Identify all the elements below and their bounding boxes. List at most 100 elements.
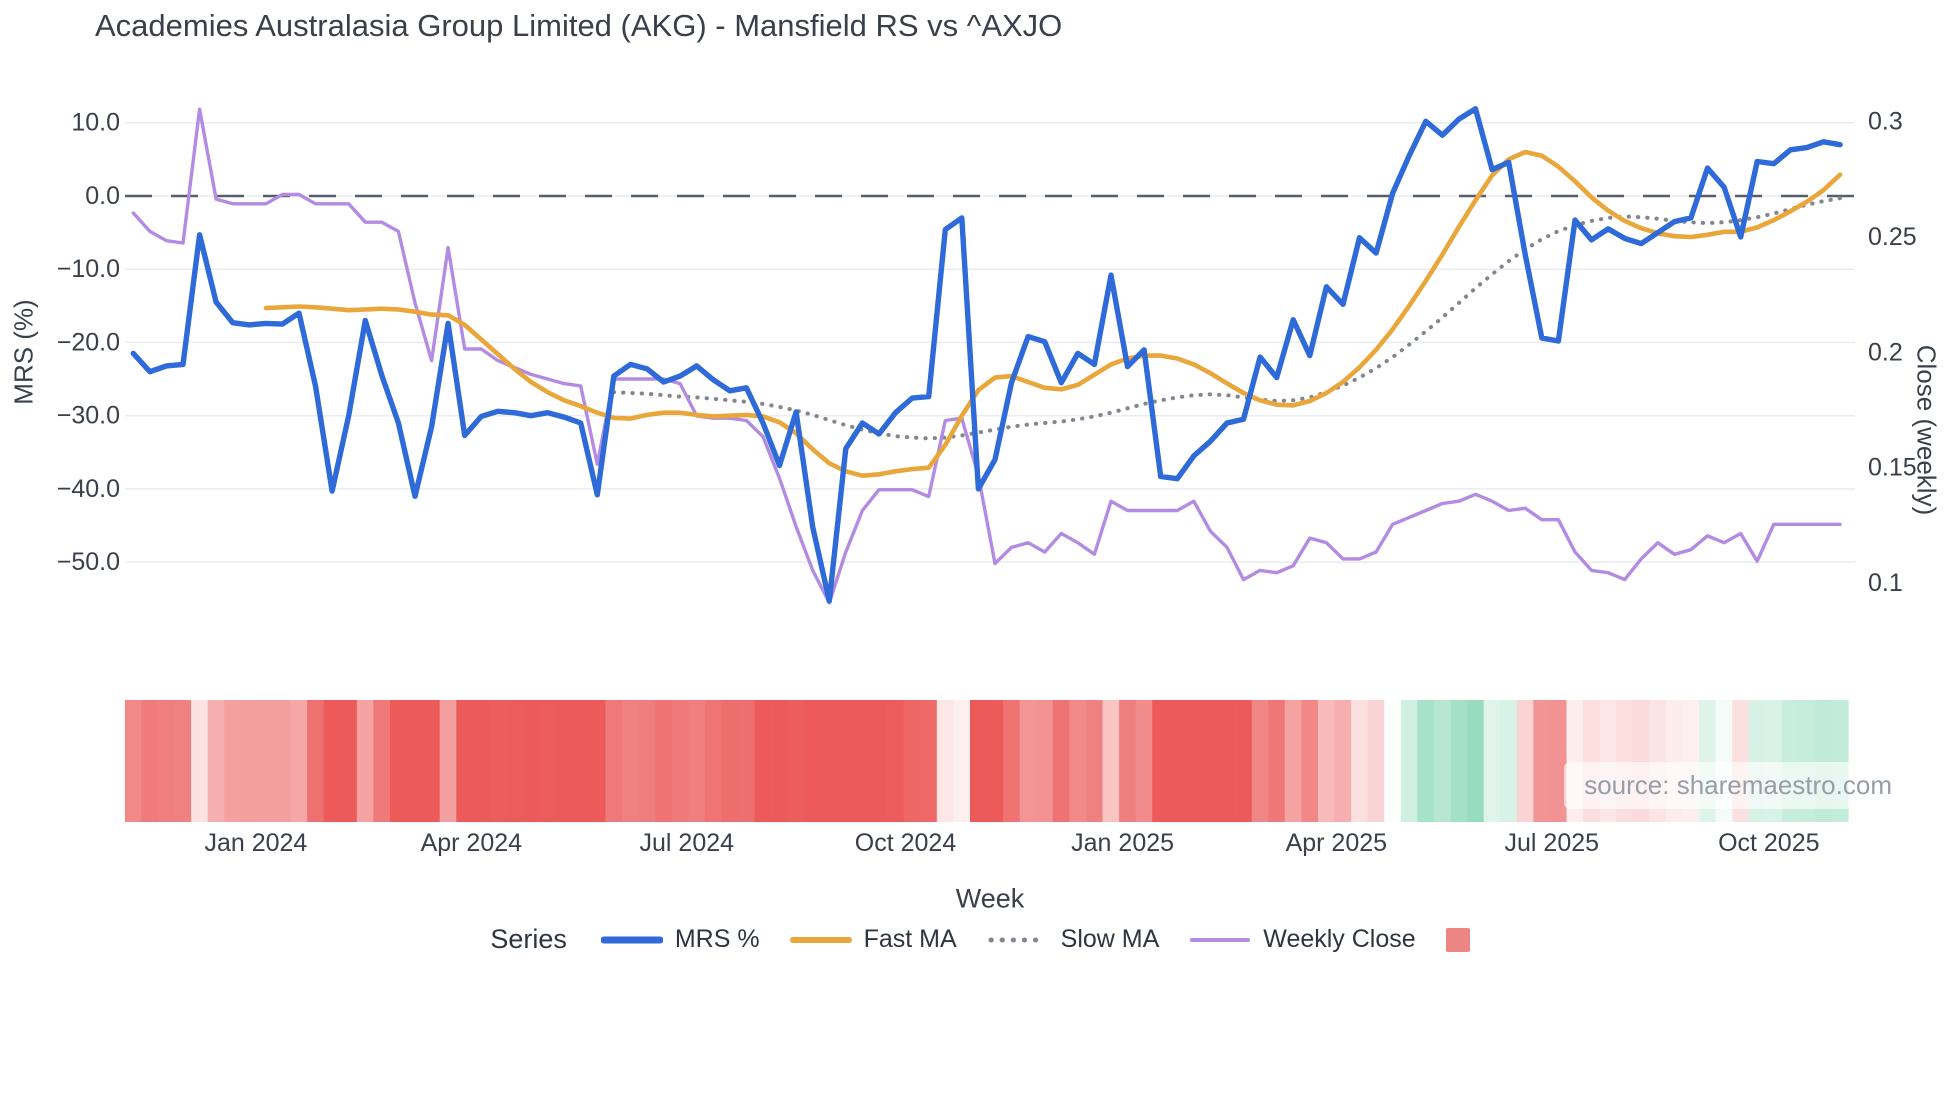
heatmap-cell	[1367, 700, 1385, 822]
left-tick-label: 0.0	[85, 182, 120, 210]
legend-label: MRS %	[674, 925, 760, 953]
legend-item-mrs[interactable]: MRS %	[600, 925, 760, 954]
heatmap-cell	[124, 700, 142, 822]
heatmap-cell	[1483, 700, 1501, 822]
heatmap-cell	[588, 700, 606, 822]
x-tick-label: Jul 2025	[1505, 829, 1600, 857]
heatmap-cell	[1318, 700, 1335, 822]
heatmap-cell	[423, 700, 440, 822]
left-tick-label: −40.0	[57, 475, 120, 503]
heatmap-cell	[174, 700, 192, 822]
heatmap-cell	[158, 700, 175, 822]
heatmap-cell	[1036, 700, 1054, 822]
heatmap-cell	[1516, 700, 1534, 822]
heatmap-cell	[257, 700, 275, 822]
heatmap-cell	[1251, 700, 1269, 822]
heatmap-cell	[1450, 700, 1468, 822]
x-tick-label: Jan 2025	[1071, 829, 1174, 857]
heatmap-cell	[307, 700, 324, 822]
heatmap-cell	[290, 700, 308, 822]
legend-item-heatmap[interactable]	[1445, 927, 1470, 952]
slow-ma-dotted-icon	[988, 937, 1049, 942]
heatmap-cell	[820, 700, 838, 822]
heatmap-cell	[936, 700, 954, 822]
heatmap-cell	[406, 700, 424, 822]
heatmap-cell	[1003, 700, 1020, 822]
legend-label: Fast MA	[863, 925, 957, 953]
heatmap-swatch-icon	[1445, 927, 1470, 952]
right-tick-label: 0.15	[1868, 454, 1917, 482]
heatmap-cell	[1102, 700, 1120, 822]
heatmap-cell	[655, 700, 672, 822]
heatmap-cell	[1301, 700, 1319, 822]
heatmap-cell	[1202, 700, 1219, 822]
heatmap-cell	[1052, 700, 1070, 822]
right-tick-label: 0.25	[1868, 223, 1917, 251]
series-line-mrs-	[130, 106, 1843, 604]
heatmap-cell	[207, 700, 225, 822]
heatmap-cell	[870, 700, 888, 822]
heatmap-cell	[456, 700, 474, 822]
heatmap-cell	[986, 700, 1004, 822]
heatmap-cell	[1351, 700, 1368, 822]
heatmap-cell	[1069, 700, 1087, 822]
watermark-box: source: sharemaestro.com	[1564, 762, 1912, 809]
x-tick-label: Jan 2024	[204, 829, 307, 857]
heatmap-cell	[141, 700, 159, 822]
legend-label: Slow MA	[1060, 925, 1160, 953]
heatmap-cell	[1135, 700, 1153, 822]
heatmap-cell	[555, 700, 573, 822]
heatmap-cell	[1218, 700, 1236, 822]
heatmap-cell	[1384, 700, 1402, 822]
left-tick-label: −20.0	[57, 328, 120, 356]
x-tick-label: Oct 2024	[855, 829, 957, 857]
heatmap-cell	[704, 700, 722, 822]
heatmap-cell	[903, 700, 921, 822]
heatmap-cell	[1086, 700, 1103, 822]
legend: Series MRS % Fast MA Slow MA Weekly Clos…	[0, 924, 1960, 955]
heatmap-cell	[1467, 700, 1484, 822]
watermark-text: source: sharemaestro.com	[1584, 770, 1892, 800]
legend-title: Series	[490, 924, 567, 954]
heatmap-cell	[1235, 700, 1252, 822]
heatmap-cell	[240, 700, 258, 822]
heatmap-cell	[1168, 700, 1186, 822]
legend-item-slow-ma[interactable]: Slow MA	[987, 925, 1160, 954]
heatmap-cell	[356, 700, 374, 822]
weekly-close-line-icon	[1190, 937, 1251, 942]
right-tick-label: 0.1	[1868, 569, 1903, 597]
heatmap-cell	[1284, 700, 1302, 822]
heatmap-cell	[837, 700, 855, 822]
chart-title: Academies Australasia Group Limited (AKG…	[95, 8, 1063, 43]
left-tick-label: −10.0	[57, 255, 120, 283]
right-tick-label: 0.2	[1868, 338, 1903, 366]
heatmap-cell	[1019, 700, 1037, 822]
heatmap-cell	[1152, 700, 1170, 822]
heatmap-cell	[920, 700, 938, 822]
heatmap-cell	[522, 700, 540, 822]
heatmap-cell	[1433, 700, 1451, 822]
heatmap-cell	[572, 700, 590, 822]
y-axis-title-right: Close (weekly)	[1911, 344, 1942, 516]
mrs-line-icon	[600, 936, 663, 943]
legend-item-fast-ma[interactable]: Fast MA	[789, 925, 957, 954]
fast-ma-line-icon	[789, 936, 852, 943]
left-tick-label: −50.0	[57, 548, 120, 576]
heatmap-cell	[489, 700, 507, 822]
heatmap-cell	[738, 700, 755, 822]
x-tick-label: Apr 2025	[1286, 829, 1387, 857]
series-line-slow-ma	[611, 196, 1843, 441]
heatmap-cell	[638, 700, 656, 822]
y-axis-title-left: MRS (%)	[8, 299, 39, 405]
heatmap-cell	[787, 700, 805, 822]
x-tick-label: Jul 2024	[640, 829, 735, 857]
heatmap-cell	[622, 700, 639, 822]
legend-item-weekly-close[interactable]: Weekly Close	[1189, 925, 1416, 954]
heatmap-cell	[390, 700, 407, 822]
heatmap-cell	[1185, 700, 1203, 822]
heatmap-cell	[771, 700, 788, 822]
heatmap-cell	[539, 700, 556, 822]
heatmap-cell	[804, 700, 822, 822]
